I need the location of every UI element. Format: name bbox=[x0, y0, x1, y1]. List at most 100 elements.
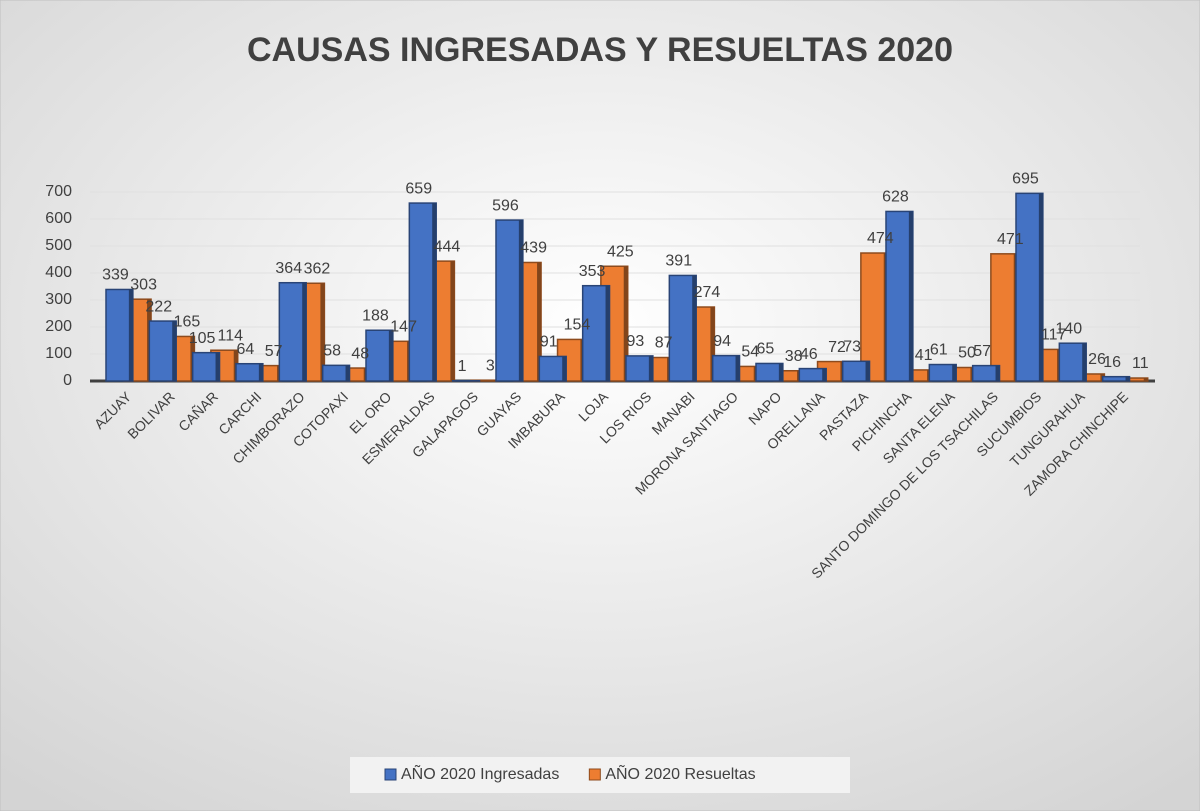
bar bbox=[971, 364, 1001, 382]
value-label: 87 bbox=[655, 335, 673, 352]
bar-side bbox=[1082, 343, 1087, 381]
legend-label: AÑO 2020 Ingresadas bbox=[401, 763, 559, 783]
value-label: 222 bbox=[145, 298, 172, 315]
bar-side bbox=[865, 361, 870, 381]
bar-side bbox=[432, 203, 437, 381]
value-label: 65 bbox=[757, 341, 775, 358]
bar-side bbox=[952, 364, 957, 381]
bar bbox=[495, 219, 524, 382]
value-label: 114 bbox=[218, 327, 244, 344]
bar bbox=[990, 253, 1019, 382]
bar-side bbox=[172, 321, 177, 381]
value-label: 57 bbox=[973, 343, 991, 360]
bar bbox=[1101, 375, 1131, 382]
value-label: 362 bbox=[304, 260, 331, 277]
bar bbox=[625, 355, 654, 382]
bar-side bbox=[388, 330, 393, 381]
bar bbox=[105, 288, 134, 382]
value-label: 339 bbox=[102, 267, 129, 284]
bar bbox=[711, 354, 741, 382]
value-label: 303 bbox=[130, 276, 157, 293]
value-label: 1 bbox=[458, 358, 467, 375]
legend-swatch bbox=[588, 768, 601, 781]
bar-side bbox=[908, 211, 913, 381]
value-label: 48 bbox=[351, 345, 369, 362]
bar bbox=[191, 351, 221, 382]
bar-side bbox=[450, 261, 455, 381]
bar-side bbox=[778, 363, 783, 381]
y-tick-label: 400 bbox=[45, 264, 72, 281]
value-label: 64 bbox=[237, 341, 255, 358]
value-label: 364 bbox=[275, 260, 302, 277]
bar-side bbox=[692, 275, 697, 381]
bar bbox=[1015, 192, 1044, 382]
y-tick-label: 600 bbox=[45, 210, 72, 227]
value-label: 3 bbox=[486, 357, 495, 374]
bar bbox=[841, 360, 871, 382]
bar-side bbox=[1143, 378, 1148, 381]
bar-side bbox=[302, 282, 307, 381]
y-tick-label: 300 bbox=[45, 291, 72, 308]
value-label: 353 bbox=[579, 263, 606, 280]
value-label: 165 bbox=[174, 314, 201, 331]
bar bbox=[365, 329, 394, 382]
bar-side bbox=[537, 262, 542, 381]
value-label: 596 bbox=[492, 197, 519, 214]
value-label: 72 bbox=[828, 339, 846, 356]
bar bbox=[235, 362, 264, 382]
bar-side bbox=[1125, 376, 1130, 381]
value-label: 50 bbox=[958, 345, 976, 362]
bar-side bbox=[345, 365, 350, 381]
bar bbox=[860, 252, 889, 382]
legend-label: AÑO 2020 Resueltas bbox=[605, 763, 755, 783]
y-tick-label: 100 bbox=[45, 345, 72, 362]
bar bbox=[1058, 342, 1087, 382]
value-label: 117 bbox=[1041, 327, 1067, 344]
bar bbox=[408, 202, 437, 382]
bar-side bbox=[1038, 193, 1043, 381]
value-label: 58 bbox=[323, 343, 341, 360]
y-tick-label: 200 bbox=[45, 318, 72, 335]
bar bbox=[798, 367, 827, 382]
value-label: 105 bbox=[189, 330, 216, 347]
legend-swatch bbox=[384, 768, 397, 781]
value-label: 54 bbox=[741, 344, 759, 361]
value-label: 474 bbox=[867, 230, 894, 247]
bar bbox=[148, 320, 177, 382]
bar-side bbox=[735, 355, 740, 381]
value-label: 140 bbox=[1055, 320, 1082, 337]
bar-side bbox=[258, 363, 263, 381]
value-label: 695 bbox=[1012, 171, 1039, 188]
y-tick-label: 0 bbox=[63, 372, 72, 389]
value-label: 94 bbox=[713, 333, 731, 350]
value-label: 61 bbox=[930, 342, 948, 359]
bar-side bbox=[822, 368, 827, 381]
value-label: 57 bbox=[265, 343, 283, 360]
value-label: 188 bbox=[362, 307, 389, 324]
bar-side bbox=[710, 307, 715, 381]
bar bbox=[885, 210, 914, 382]
value-label: 93 bbox=[627, 333, 645, 350]
bar-side bbox=[623, 266, 628, 381]
value-label: 16 bbox=[1103, 354, 1121, 371]
bar-side bbox=[128, 289, 133, 381]
value-label: 73 bbox=[843, 339, 861, 356]
value-label: 391 bbox=[665, 253, 692, 270]
value-label: 471 bbox=[997, 231, 1024, 248]
value-label: 11 bbox=[1132, 355, 1149, 372]
value-label: 41 bbox=[915, 347, 933, 364]
value-label: 38 bbox=[785, 348, 803, 365]
value-label: 26 bbox=[1088, 351, 1106, 368]
y-tick-label: 700 bbox=[45, 183, 72, 200]
y-tick-label: 500 bbox=[45, 237, 72, 254]
chart-title: CAUSAS INGRESADAS Y RESUELTAS 2020 bbox=[247, 31, 953, 69]
value-label: 91 bbox=[540, 334, 558, 351]
bar bbox=[538, 355, 567, 382]
bar-side bbox=[320, 283, 325, 381]
bar bbox=[581, 284, 611, 382]
bar bbox=[278, 281, 307, 382]
value-label: 628 bbox=[882, 189, 909, 206]
bar-side bbox=[648, 355, 653, 381]
